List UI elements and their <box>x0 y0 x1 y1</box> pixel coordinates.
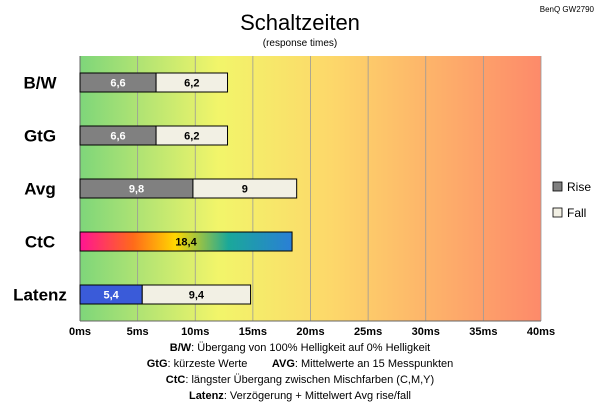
category-label: B/W <box>23 74 57 93</box>
x-tick-label: 40ms <box>527 326 555 338</box>
bar-rise-label: 9,8 <box>129 184 144 196</box>
footer-key-avg: AVG <box>271 358 295 370</box>
bar-fall-label: 6,2 <box>184 78 199 90</box>
legend-rise-swatch <box>552 181 563 192</box>
legend-fall-swatch <box>552 207 563 218</box>
x-tick-label: 35ms <box>469 326 497 338</box>
bar-fall <box>141 284 252 305</box>
x-tick-label: 15ms <box>239 326 267 338</box>
footer-key-ctc: CtC <box>165 374 186 386</box>
bar-rise-label: 6,6 <box>110 131 125 143</box>
footer-line-bw: B/W: Übergang von 100% Helligkeit auf 0%… <box>0 342 600 354</box>
bar-fall-label: 6,2 <box>184 131 199 143</box>
footer-line-latenz: Latenz: Verzögerung + Mittelwert Avg ris… <box>0 390 600 402</box>
footer-line-gtg-avg: GtG: kürzeste Werte AVG: Mittelwerte an … <box>0 358 600 370</box>
x-tick-label: 20ms <box>296 326 324 338</box>
bar-fall-label: 9,4 <box>189 290 205 302</box>
x-tick-labels: 0ms 5ms 10ms 15ms 20ms 25ms 30ms 35ms 40ms <box>69 326 555 338</box>
bar-ctc-label: 18,4 <box>175 237 197 249</box>
category-label: Avg <box>24 180 56 199</box>
category-labels: B/W GtG Avg CtC Latenz <box>13 74 67 305</box>
bar-fall <box>155 72 229 93</box>
bar-rise-label: 5,4 <box>103 290 119 302</box>
bar-ctc <box>79 231 293 252</box>
footer-line-ctc: CtC: längster Übergang zwischen Mischfar… <box>0 374 600 386</box>
x-tick-label: 30ms <box>412 326 440 338</box>
category-label: Latenz <box>13 286 67 305</box>
footer-key-gtg: GtG <box>146 358 168 370</box>
monitor-model-label: BenQ GW2790 <box>540 5 595 14</box>
legend-rise-label: Rise <box>567 180 591 194</box>
bars: 6,6 6,2 6,6 6,2 9,8 9 18,4 5,4 9,4 <box>79 72 298 305</box>
footer-key-bw: B/W <box>169 342 192 354</box>
footer-text-latenz: : Verzögerung + Mittelwert Avg rise/fall <box>223 390 412 402</box>
category-label: GtG <box>24 127 56 146</box>
category-label: CtC <box>25 233 55 252</box>
chart-subtitle: (response times) <box>263 38 337 49</box>
chart-title: Schaltzeiten <box>240 10 360 35</box>
footer-key-latenz: Latenz <box>188 390 224 402</box>
bar-fall <box>155 125 229 146</box>
footer-text-ctc: : längster Übergang zwischen Mischfarben… <box>185 374 435 386</box>
bar-fall <box>192 178 298 199</box>
x-tick-label: 5ms <box>127 326 149 338</box>
bar-rise-label: 6,6 <box>110 78 125 90</box>
x-tick-label: 25ms <box>354 326 382 338</box>
legend: Rise Fall <box>552 180 591 220</box>
footer-text-gtg: : kürzeste Werte <box>167 358 248 370</box>
bar-fall-label: 9 <box>242 184 248 196</box>
x-tick-label: 10ms <box>181 326 209 338</box>
legend-fall-label: Fall <box>567 206 586 220</box>
x-tick-label: 0ms <box>69 326 91 338</box>
footer-text-avg: : Mittelwerte an 15 Messpunkten <box>294 358 454 370</box>
footer-text-bw: : Übergang von 100% Helligkeit auf 0% He… <box>191 342 431 354</box>
